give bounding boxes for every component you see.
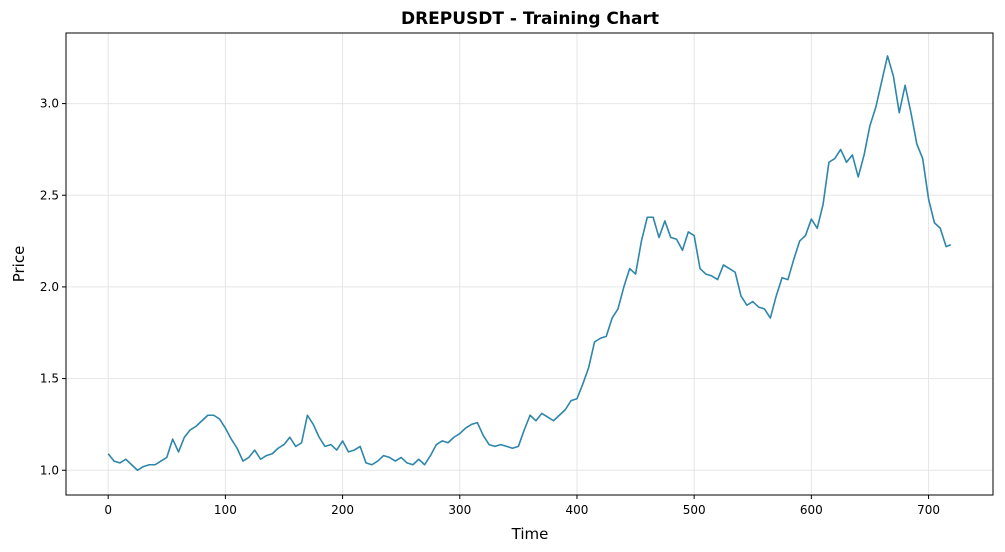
x-tick-label: 0 — [104, 503, 112, 517]
price-line — [107, 55, 952, 472]
y-tick-label: 2.0 — [40, 280, 59, 294]
x-axis-label: Time — [511, 525, 549, 543]
chart-title: DREPUSDT - Training Chart — [401, 9, 659, 29]
y-tick-label: 1.5 — [40, 372, 59, 386]
y-tick-label: 3.0 — [40, 97, 59, 111]
x-tick-label: 200 — [331, 503, 354, 517]
x-tick-label: 500 — [683, 503, 706, 517]
y-tick-label: 2.5 — [40, 188, 59, 202]
plot-frame — [65, 32, 994, 496]
x-tick-label: 400 — [566, 503, 589, 517]
x-tick-label: 700 — [917, 503, 940, 517]
x-tick-label: 600 — [800, 503, 823, 517]
y-axis-label: Price — [10, 246, 28, 283]
y-tick-label: 1.0 — [40, 463, 59, 477]
x-tick-label: 100 — [214, 503, 237, 517]
x-tick-label: 300 — [448, 503, 471, 517]
